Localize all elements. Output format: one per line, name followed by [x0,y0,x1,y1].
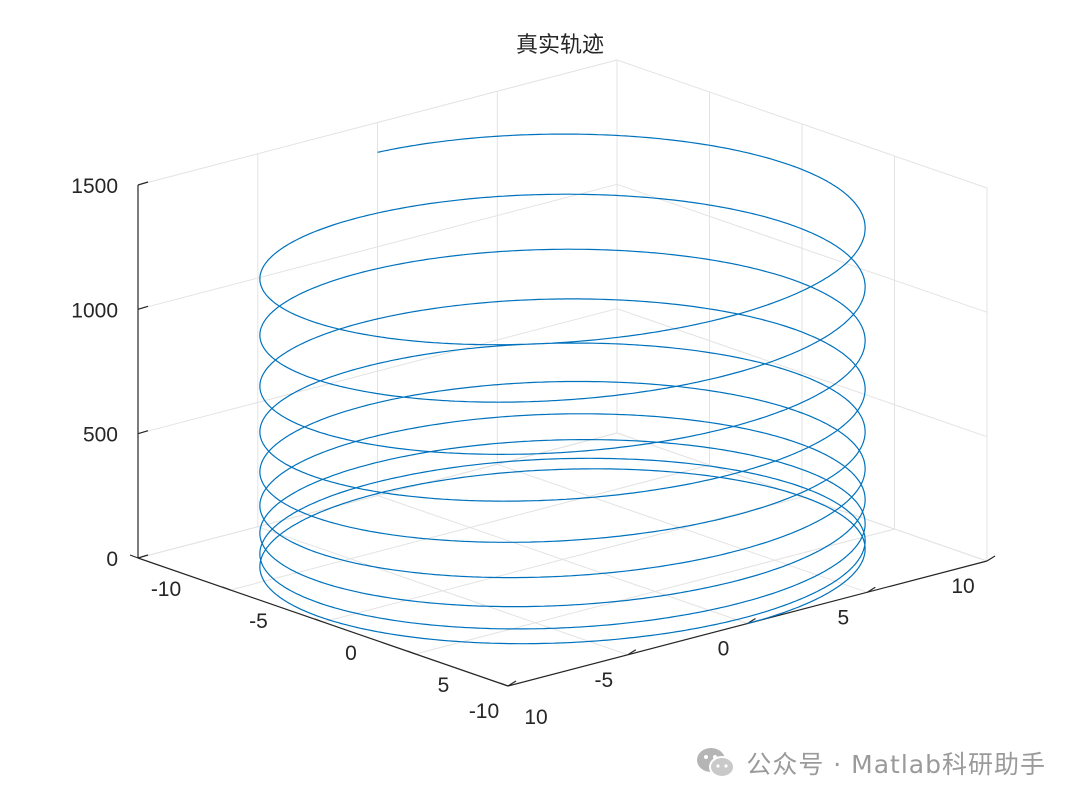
y-tick-label: -10 [469,700,499,723]
y-tick-label: -5 [594,669,613,692]
z-tick-mark [137,554,149,559]
wall-gridline-z [137,59,618,186]
wall-gridline-z [616,59,988,189]
y-tick-label: 10 [951,575,974,598]
x-tick-mark [314,618,324,623]
tick-labels: 0 500 1000 1500 -10 -5 0 5 10 -10 -5 0 5 10 [71,175,974,729]
floor-gridline-y [257,526,628,656]
x-tick-label: 0 [345,642,357,665]
x-tick-label: -5 [249,610,268,633]
z-tick-label: 1000 [71,299,118,322]
y-tick-mark [866,586,876,593]
z-tick-label: 0 [106,548,118,571]
y-tick-label: 5 [837,606,849,629]
z-tick-mark [137,430,149,435]
z-tick-mark [137,305,149,310]
chart-title: 真实轨迹 [516,33,604,58]
x-tick-label: -10 [151,578,181,601]
x-tick-label: 5 [438,674,450,697]
axes-grid [137,59,988,687]
x-tick-mark [499,682,509,687]
series-trajectory [259,133,866,645]
y-tick-mark [507,680,517,687]
x-tick-mark [407,650,416,655]
floor-gridline-y [377,495,748,624]
trajectory-line [259,133,866,645]
x-tick-mark [222,586,231,591]
wall-gridline-z [616,308,988,438]
y-tick-mark [627,649,637,656]
wall-gridline-z [137,183,618,310]
watermark: 公众号 · Matlab科研助手 [696,743,1046,783]
y-tick-label: 0 [718,638,730,661]
z-tick-label: 1500 [71,175,118,198]
wechat-icon [697,748,736,778]
wall-gridline-z [137,308,618,435]
z-tick-mark [137,181,149,186]
y-tick-mark [986,555,996,562]
wall-gridline-z [616,183,988,313]
watermark-text: 公众号 · Matlab科研助手 [746,750,1046,779]
floor-gridline-y [497,463,868,593]
x-tick-label: 10 [524,706,547,729]
x-tick-mark [129,554,139,559]
z-tick-label: 500 [83,424,118,447]
